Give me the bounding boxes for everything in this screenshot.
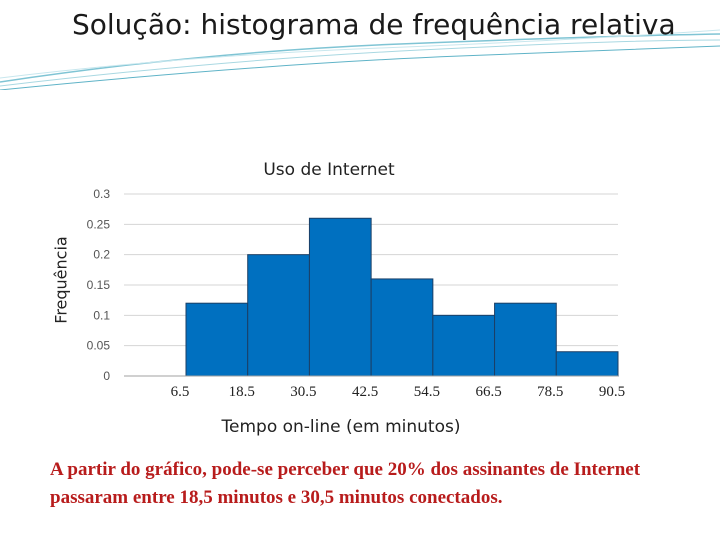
bar-2 (308, 217, 372, 377)
chart-title: Uso de Internet (255, 155, 403, 185)
x-tick-label-1: 18.5 (229, 384, 255, 400)
bar-3 (370, 278, 434, 377)
y-tick-label-1: 0.05 (87, 339, 111, 353)
bar-4 (432, 314, 496, 377)
y-tick-label-5: 0.25 (87, 217, 111, 231)
x-tick-label-7: 90.5 (599, 384, 625, 400)
conclusion-text: A partir do gráfico, pode-se perceber qu… (50, 459, 641, 508)
bar-6 (555, 351, 619, 377)
y-axis-label: Frequência (51, 236, 71, 324)
y-axis-label-background (48, 212, 74, 348)
bar-layer (185, 217, 619, 377)
header-decoration (0, 29, 720, 90)
y-tick-label-6: 0.3 (93, 187, 110, 201)
x-tick-label-6: 78.5 (537, 384, 563, 400)
x-tick-label-0: 6.5 (171, 384, 190, 400)
x-tick-label-5: 66.5 (475, 384, 501, 400)
bar-5 (494, 302, 557, 377)
bar-1 (247, 254, 310, 377)
slide-title: Solução: histograma de frequência relati… (72, 8, 676, 41)
x-tick-label-3: 42.5 (352, 384, 378, 400)
y-tick-labels: 0 0.05 0.1 0.15 0.2 0.25 0.3 (87, 187, 111, 383)
y-tick-label-4: 0.2 (93, 248, 110, 262)
y-tick-label-2: 0.1 (93, 308, 110, 322)
bar-0 (185, 302, 249, 377)
x-axis-label: Tempo on-line (em minutos) (210, 412, 472, 442)
x-tick-label-4: 54.5 (414, 384, 440, 400)
x-tick-label-2: 30.5 (290, 384, 316, 400)
y-tick-label-3: 0.15 (87, 278, 111, 292)
x-tick-labels: 6.5 18.5 30.5 42.5 54.5 66.5 78.5 90.5 (171, 384, 626, 400)
y-tick-label-0: 0 (103, 369, 110, 383)
